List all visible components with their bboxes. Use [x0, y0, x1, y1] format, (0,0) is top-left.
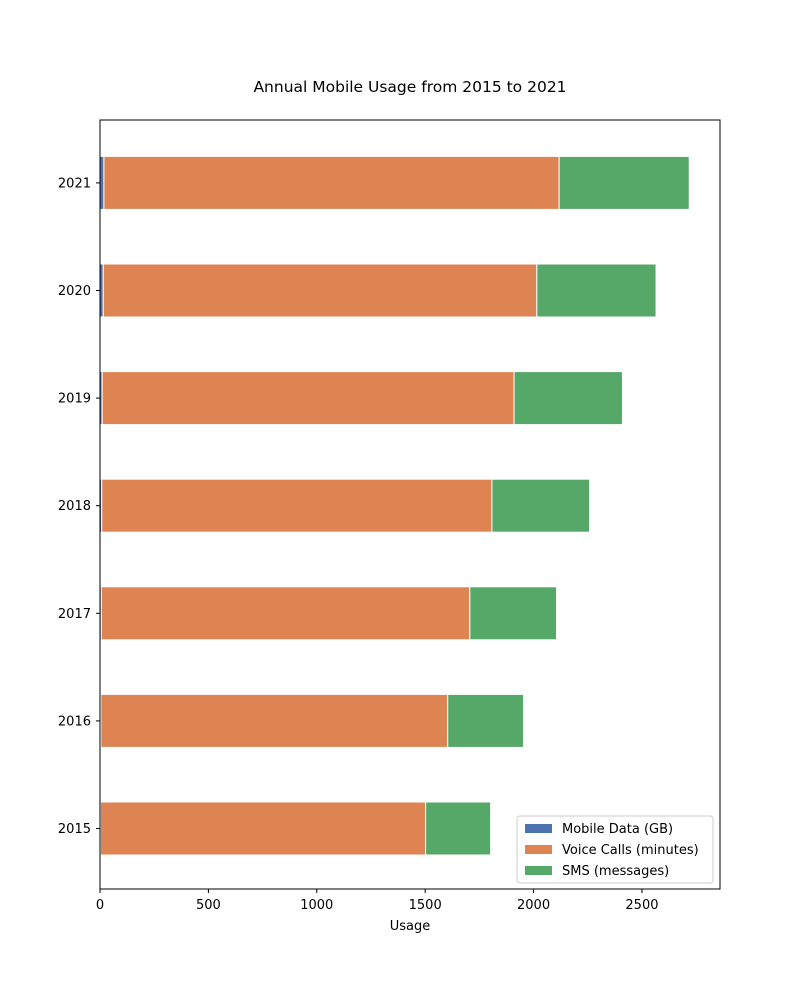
y-tick-label-2018: 2018 [58, 499, 91, 514]
legend: Mobile Data (GB) Voice Calls (minutes) SMS… [516, 815, 714, 884]
legend-swatch-2 [525, 866, 552, 875]
bar-2018-series-1 [101, 478, 493, 533]
bar-2021-series-2 [558, 155, 690, 210]
x-tick-label-0: 0 [96, 898, 104, 913]
y-tick-label-2021: 2021 [58, 176, 91, 191]
x-axis-label: Usage [390, 919, 431, 934]
bar-2016-series-1 [100, 693, 449, 748]
legend-swatch-0 [525, 824, 552, 833]
x-tick-label-2000: 2000 [517, 898, 550, 913]
x-axis: 0 500 1000 1500 2000 2500 [96, 889, 659, 913]
bar-2017-series-2 [469, 586, 558, 641]
chart-title: Annual Mobile Usage from 2015 to 2021 [253, 78, 566, 96]
x-tick-label-1500: 1500 [409, 898, 442, 913]
x-tick-label-2500: 2500 [625, 898, 658, 913]
x-tick-label-500: 500 [196, 898, 221, 913]
legend-label-2: SMS (messages) [562, 864, 669, 879]
legend-swatch-1 [525, 845, 552, 854]
bar-2021-series-1 [103, 155, 560, 210]
y-tick-label-2017: 2017 [58, 607, 91, 622]
plot-frame [99, 119, 721, 890]
y-tick-label-2020: 2020 [58, 284, 91, 299]
x-tick-label-1000: 1000 [300, 898, 333, 913]
bar-2020-series-1 [102, 263, 538, 318]
y-tick-label-2019: 2019 [58, 392, 91, 407]
bar-2016-series-2 [447, 693, 525, 748]
bar-2019-series-2 [513, 371, 623, 426]
bar-2019-series-1 [101, 371, 515, 426]
y-tick-label-2015: 2015 [58, 822, 91, 837]
bar-2015-series-1 [99, 801, 427, 856]
legend-label-0: Mobile Data (GB) [562, 822, 673, 837]
y-axis: 2015 2016 2017 2018 2019 2020 2021 [58, 176, 100, 837]
bar-2021-series-0 [99, 155, 105, 210]
bar-2018-series-2 [491, 478, 590, 533]
y-tick-label-2016: 2016 [58, 714, 91, 729]
legend-frame [516, 815, 714, 884]
bar-2015-series-2 [425, 801, 492, 856]
bar-2017-series-1 [100, 586, 471, 641]
bars-group [99, 155, 690, 856]
bar-2020-series-2 [536, 263, 657, 318]
legend-label-1: Voice Calls (minutes) [562, 843, 699, 858]
